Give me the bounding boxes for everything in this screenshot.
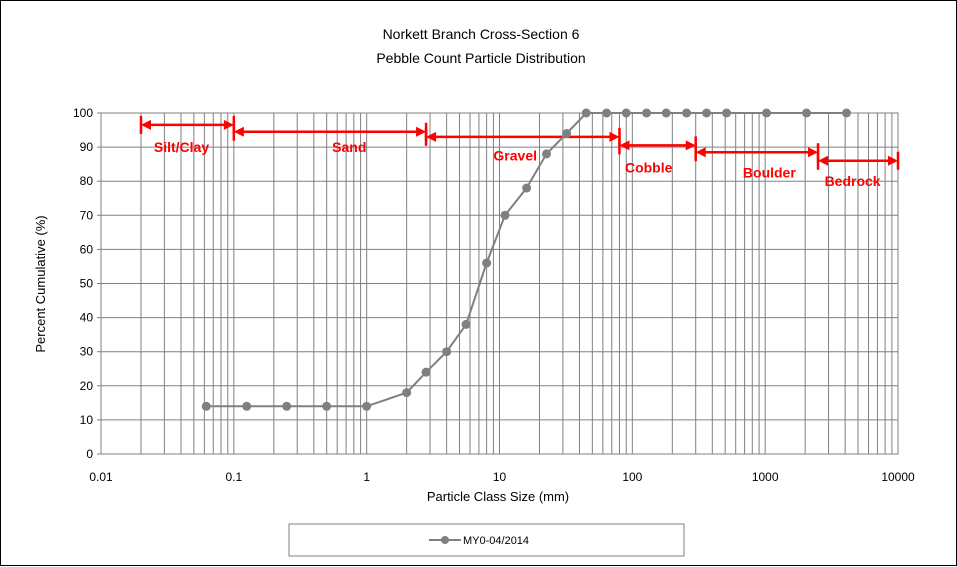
- legend-marker-swatch: [441, 536, 449, 544]
- x-tick-label: 10000: [881, 470, 915, 484]
- region-label-silt-clay: Silt/Clay: [154, 139, 209, 155]
- region-arrow-head-left: [695, 147, 706, 158]
- data-point: [402, 388, 412, 398]
- data-point: [621, 108, 631, 118]
- region-label-gravel: Gravel: [493, 148, 537, 164]
- y-tick-label: 40: [80, 311, 94, 325]
- data-point: [242, 401, 252, 411]
- x-tick-label: 1: [363, 470, 370, 484]
- y-tick-label: 70: [80, 208, 94, 222]
- x-tick-label: 0.01: [89, 470, 113, 484]
- y-tick-label: 0: [86, 447, 93, 461]
- y-axis-ticks: 0 10 20 30 40 50 60 70 80 90 100: [73, 106, 101, 461]
- region-arrow-head-left: [426, 131, 437, 142]
- region-arrow-head-right: [888, 155, 898, 166]
- grid-lines: [100, 112, 898, 455]
- data-series: [201, 108, 852, 411]
- x-tick-label: 10: [493, 470, 507, 484]
- region-arrow-head-right: [416, 126, 427, 137]
- data-point: [442, 347, 452, 357]
- data-point: [282, 401, 292, 411]
- region-arrow-head-left: [619, 140, 630, 151]
- data-point: [482, 258, 492, 268]
- x-axis-label: Particle Class Size (mm): [427, 489, 569, 504]
- region-label-boulder: Boulder: [743, 165, 796, 181]
- region-arrow-head-right: [223, 119, 234, 130]
- x-tick-label: 1000: [752, 470, 779, 484]
- y-tick-label: 50: [80, 277, 94, 291]
- data-point: [201, 401, 211, 411]
- x-tick-label: 100: [622, 470, 642, 484]
- data-point: [661, 108, 671, 118]
- y-tick-label: 90: [80, 140, 94, 154]
- region-arrow-head-right: [609, 131, 620, 142]
- legend-entry-label: MY0-04/2014: [463, 535, 529, 547]
- region-arrow-head-left: [818, 155, 829, 166]
- data-point: [762, 108, 772, 118]
- data-point: [421, 367, 431, 377]
- data-point: [562, 128, 572, 138]
- region-arrow-head-left: [140, 119, 151, 130]
- data-point: [362, 401, 372, 411]
- y-tick-label: 100: [73, 106, 93, 120]
- particle-class-annotations: Silt/Clay Sand Gravel Cobble Boulder Bedrock: [139, 115, 900, 189]
- data-point: [722, 108, 732, 118]
- data-point: [702, 108, 712, 118]
- data-point: [461, 319, 471, 329]
- y-axis-label: Percent Cumulative (%): [33, 215, 48, 352]
- region-label-sand: Sand: [332, 139, 366, 155]
- region-arrow-head-left: [233, 126, 244, 137]
- region-label-bedrock: Bedrock: [825, 173, 881, 189]
- data-point: [802, 108, 812, 118]
- data-point: [682, 108, 692, 118]
- data-point: [602, 108, 612, 118]
- data-point: [842, 108, 852, 118]
- data-point: [522, 183, 532, 193]
- chart-title-line-1: Norkett Branch Cross-Section 6: [383, 26, 580, 42]
- region-arrow-head-right: [808, 147, 819, 158]
- data-point: [542, 149, 552, 159]
- y-tick-label: 80: [80, 174, 94, 188]
- chart-title-line-2: Pebble Count Particle Distribution: [376, 50, 585, 66]
- data-point: [581, 108, 591, 118]
- y-tick-label: 60: [80, 242, 94, 256]
- data-point: [322, 401, 332, 411]
- x-axis-ticks: 0.01 0.1 1 10 100 1000 10000: [89, 470, 915, 484]
- y-tick-label: 20: [80, 379, 94, 393]
- y-tick-label: 10: [80, 413, 94, 427]
- legend-box: [288, 523, 685, 557]
- region-label-cobble: Cobble: [625, 160, 673, 176]
- data-point: [500, 210, 510, 220]
- region-arrow-head-right: [685, 140, 696, 151]
- x-tick-label: 0.1: [225, 470, 242, 484]
- data-point: [642, 108, 652, 118]
- legend: MY0-04/2014: [288, 523, 685, 557]
- y-tick-label: 30: [80, 345, 94, 359]
